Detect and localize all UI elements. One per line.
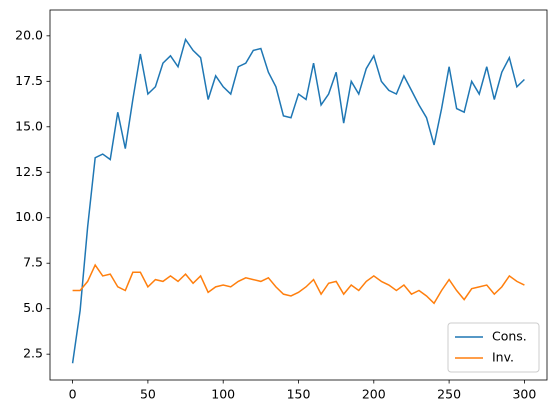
legend-box: [447, 322, 540, 373]
x-tick-label: 100: [211, 387, 235, 402]
y-tick-label: 10.0: [15, 209, 43, 224]
x-tick-label: 250: [437, 387, 461, 402]
y-tick-label: 15.0: [15, 118, 43, 133]
y-tick-label: 2.5: [23, 346, 43, 361]
y-tick-label: 17.5: [15, 73, 43, 88]
legend-label: Inv.: [492, 350, 514, 365]
x-tick-label: 150: [287, 387, 311, 402]
y-tick-label: 5.0: [23, 300, 43, 315]
plot-frame: [49, 9, 548, 381]
x-tick-label: 50: [140, 387, 156, 402]
legend: Cons. Inv.: [447, 322, 540, 373]
x-tick-label: 0: [69, 387, 77, 402]
y-tick-label: 20.0: [15, 27, 43, 42]
series-line: [72, 263, 525, 305]
y-tick-label: 12.5: [15, 164, 43, 179]
x-tick-label: 200: [362, 387, 386, 402]
y-tick-label: 7.5: [23, 255, 43, 270]
series-line: [71, 37, 525, 364]
legend-label: Cons.: [492, 329, 527, 344]
x-tick-label: 300: [512, 387, 536, 402]
